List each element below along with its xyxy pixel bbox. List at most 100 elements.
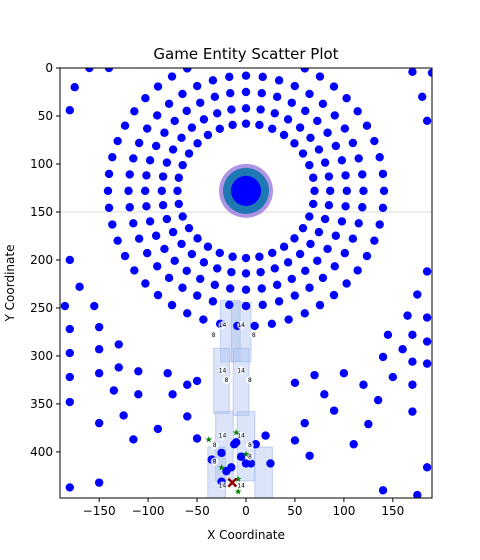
entity-point bbox=[134, 367, 143, 376]
entity-point bbox=[358, 170, 367, 179]
entity-point bbox=[274, 297, 284, 306]
entity-point bbox=[104, 169, 114, 179]
unit-label-bg bbox=[218, 431, 227, 440]
entity-point bbox=[226, 284, 235, 293]
entity-point bbox=[60, 301, 70, 311]
entity-point bbox=[90, 301, 99, 311]
entity-point bbox=[315, 72, 325, 81]
unit-label-bg bbox=[210, 457, 219, 466]
entity-point bbox=[408, 380, 417, 389]
entity-point bbox=[241, 87, 251, 97]
entity-point bbox=[210, 92, 220, 102]
unit-label-bg bbox=[249, 330, 258, 339]
unit-label: 8 bbox=[225, 377, 229, 384]
entity-point bbox=[70, 82, 79, 92]
entity-point bbox=[314, 145, 324, 154]
entity-point bbox=[305, 451, 314, 460]
entity-point bbox=[178, 212, 187, 221]
entity-point bbox=[340, 124, 350, 133]
entity-point bbox=[257, 89, 266, 98]
entity-point bbox=[187, 123, 197, 132]
entity-point bbox=[373, 395, 383, 405]
tower-structure bbox=[220, 299, 241, 363]
entity-point bbox=[192, 81, 202, 91]
entity-point bbox=[130, 107, 139, 116]
entity-point bbox=[213, 264, 222, 273]
entity-point bbox=[125, 203, 134, 212]
entity-point bbox=[408, 407, 417, 416]
entity-point bbox=[65, 255, 74, 265]
entity-point bbox=[75, 282, 84, 292]
entity-point bbox=[268, 124, 277, 133]
y-tick-label: 200 bbox=[30, 253, 53, 267]
unit-label: 8 bbox=[213, 442, 217, 449]
unit-label-bg bbox=[245, 441, 254, 450]
entity-point bbox=[241, 269, 251, 278]
entity-point bbox=[192, 376, 202, 386]
x-axis: −150 −100 −50 0 50 100 150 bbox=[83, 498, 404, 518]
star-marker: ★ bbox=[205, 435, 213, 445]
x-tick-label: 0 bbox=[242, 504, 250, 518]
entity-point bbox=[65, 106, 74, 115]
entity-point bbox=[113, 136, 122, 146]
entity-point bbox=[94, 369, 104, 378]
entity-point bbox=[164, 273, 174, 283]
entity-point bbox=[320, 390, 329, 399]
entity-point bbox=[331, 141, 341, 151]
unit-label-bg bbox=[209, 330, 218, 339]
unit-label-bg bbox=[237, 321, 246, 330]
entity-point bbox=[290, 81, 300, 91]
entity-point bbox=[134, 234, 144, 243]
entity-point bbox=[290, 436, 300, 445]
unit-label: 8 bbox=[248, 377, 252, 384]
unit-label: 14 bbox=[237, 367, 245, 374]
entity-point bbox=[272, 280, 282, 290]
entity-point bbox=[300, 418, 309, 428]
entity-point bbox=[315, 300, 325, 310]
entity-point bbox=[104, 68, 114, 73]
entity-point bbox=[379, 186, 389, 196]
entity-point bbox=[320, 214, 330, 224]
entity-point bbox=[256, 267, 265, 277]
entity-point bbox=[354, 154, 363, 163]
entity-point bbox=[168, 227, 178, 237]
entity-point bbox=[153, 82, 163, 91]
entity-point bbox=[353, 266, 362, 275]
entity-point bbox=[305, 212, 314, 221]
entity-point bbox=[313, 256, 322, 265]
entity-point bbox=[337, 156, 347, 165]
entity-point bbox=[268, 248, 277, 258]
entity-point bbox=[283, 115, 293, 124]
entity-point bbox=[375, 220, 384, 229]
entity-point bbox=[119, 411, 128, 420]
entity-point bbox=[375, 153, 384, 162]
entity-point bbox=[228, 120, 237, 130]
entity-point bbox=[378, 352, 388, 362]
entity-point bbox=[418, 92, 427, 101]
entity-point bbox=[422, 267, 432, 276]
entity-point bbox=[310, 186, 319, 196]
entity-point bbox=[422, 116, 432, 125]
entity-point bbox=[370, 136, 379, 146]
entity-point bbox=[94, 322, 104, 332]
entity-point bbox=[85, 68, 94, 73]
entity-point bbox=[270, 264, 279, 273]
star-marker: ★ bbox=[234, 487, 242, 497]
entity-point bbox=[309, 199, 318, 209]
entity-point bbox=[192, 434, 202, 443]
entity-point bbox=[274, 76, 284, 85]
entity-point bbox=[329, 290, 339, 300]
entity-point bbox=[184, 149, 194, 158]
entity-point bbox=[192, 291, 202, 300]
entity-point bbox=[108, 153, 117, 162]
entity-point bbox=[178, 89, 187, 99]
unit-label: 8 bbox=[212, 332, 216, 339]
unit-label-bg bbox=[237, 431, 246, 440]
entity-point bbox=[323, 244, 332, 254]
entity-point bbox=[130, 266, 139, 275]
entity-point bbox=[300, 68, 309, 73]
cross-marker-b bbox=[227, 477, 238, 488]
entity-point bbox=[227, 267, 236, 277]
